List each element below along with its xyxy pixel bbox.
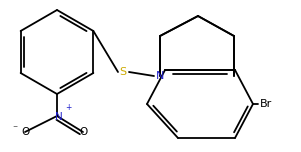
Text: ⁻: ⁻	[12, 124, 17, 134]
Text: N: N	[156, 71, 164, 81]
Text: O: O	[22, 127, 30, 137]
Text: N: N	[55, 112, 63, 122]
Text: O: O	[80, 127, 88, 137]
Text: +: +	[65, 103, 71, 112]
Text: Br: Br	[260, 99, 272, 109]
Text: S: S	[119, 67, 126, 77]
